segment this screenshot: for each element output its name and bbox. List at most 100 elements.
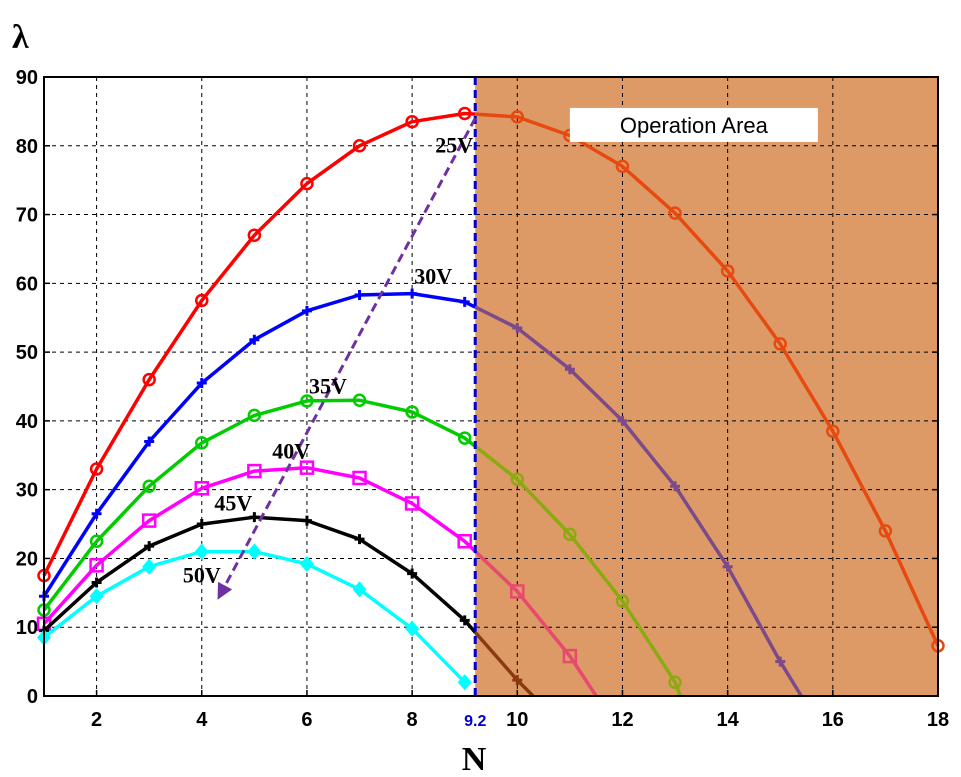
data-point (354, 290, 365, 301)
data-point (668, 206, 682, 220)
y-tick-label: 60 (16, 273, 38, 295)
plot-frame (43, 76, 939, 697)
data-point (141, 513, 157, 528)
data-point (196, 378, 207, 389)
data-point (301, 515, 312, 526)
trend-arrow-head (217, 581, 233, 600)
data-point (89, 534, 104, 548)
series-line-area-30V (474, 305, 803, 697)
operation-area-layer (475, 77, 938, 696)
series-label-30V: 30V (414, 263, 452, 288)
data-point (878, 524, 893, 538)
series-line-25V (42, 111, 476, 577)
x-tick-label: 10 (506, 709, 528, 731)
x-tick-label: 8 (407, 709, 418, 731)
data-point (300, 176, 314, 191)
data-point (89, 588, 104, 605)
data-point (405, 114, 419, 129)
data-point (510, 110, 525, 124)
data-point (510, 472, 525, 487)
series-line-45V (42, 515, 477, 634)
data-point (91, 577, 102, 588)
data-point (247, 463, 262, 479)
series-line-area-40V (473, 550, 598, 697)
data-point (564, 364, 575, 375)
data-point (196, 519, 207, 530)
trend-arrow-line (216, 117, 477, 601)
data-point (405, 620, 420, 637)
operation-area-label: Operation Area (620, 113, 769, 138)
x-tick-label: 18 (927, 709, 949, 731)
data-point (195, 436, 209, 450)
data-point (512, 675, 523, 686)
data-point (457, 106, 472, 121)
data-point (301, 305, 312, 316)
data-point (775, 656, 786, 667)
y-tick-label: 50 (16, 342, 38, 364)
data-point (299, 555, 314, 573)
grid-layer (44, 77, 938, 696)
data-point (617, 415, 628, 426)
data-point (247, 228, 262, 242)
x-tick-label: 2 (91, 709, 102, 731)
x-tick-label: 14 (717, 709, 740, 731)
operation-area-label-box (569, 107, 818, 142)
data-point (142, 479, 156, 493)
annotation-layer: 25V 30V 35V 40V 45V 50V Operation Area (183, 77, 818, 696)
series-35V (37, 393, 682, 697)
series-line-50V (42, 549, 466, 684)
series-line-35V (42, 398, 477, 612)
data-point (89, 558, 104, 573)
y-tick-label: 90 (16, 67, 38, 89)
data-point (91, 508, 102, 519)
x-tick-label: 16 (822, 709, 844, 731)
data-point (670, 481, 681, 492)
series-50V (37, 543, 472, 691)
data-point (773, 337, 787, 351)
data-point (142, 558, 157, 575)
series-line-area-25V (475, 112, 940, 647)
data-point (89, 462, 104, 476)
series-line-30V (42, 291, 476, 598)
data-point (352, 581, 367, 598)
series-label-35V: 35V (309, 373, 347, 398)
series-label-45V: 45V (214, 490, 252, 515)
data-point (249, 512, 260, 523)
data-point (405, 405, 419, 419)
data-point (407, 288, 418, 299)
series-40V (36, 460, 598, 697)
data-point (195, 293, 209, 308)
data-point (615, 159, 630, 174)
data-point (459, 296, 470, 307)
series-line-area-35V (474, 444, 682, 697)
y-tick-label: 80 (16, 136, 38, 158)
x-axis-title: N (462, 741, 487, 777)
data-point (668, 675, 682, 689)
series-label-50V: 50V (183, 563, 221, 588)
data-point (457, 534, 472, 549)
series-label-40V: 40V (272, 439, 310, 464)
operation-area (475, 77, 938, 696)
data-point (247, 543, 262, 560)
data-point (194, 543, 209, 560)
y-tick-label: 0 (27, 686, 38, 708)
axes-layer: 0 10 20 30 40 50 60 70 80 90 2 4 6 8 10 12 14 16 18 9.2 (16, 67, 949, 731)
data-point (459, 615, 470, 626)
data-point (352, 393, 367, 408)
series-25V (37, 106, 945, 653)
data-point (562, 648, 578, 664)
y-tick-label: 70 (16, 205, 38, 227)
data-point (510, 584, 525, 599)
y-axis-title: λ (12, 19, 29, 56)
x-tick-label: 12 (611, 709, 633, 731)
data-point (142, 372, 156, 387)
series-layer (36, 106, 945, 698)
data-point (457, 431, 472, 445)
y-tick-label: 30 (16, 480, 38, 502)
data-point (144, 541, 155, 552)
data-point (299, 460, 315, 475)
data-point (615, 594, 630, 608)
data-point (354, 534, 365, 545)
threshold-label: 9.2 (464, 713, 486, 730)
